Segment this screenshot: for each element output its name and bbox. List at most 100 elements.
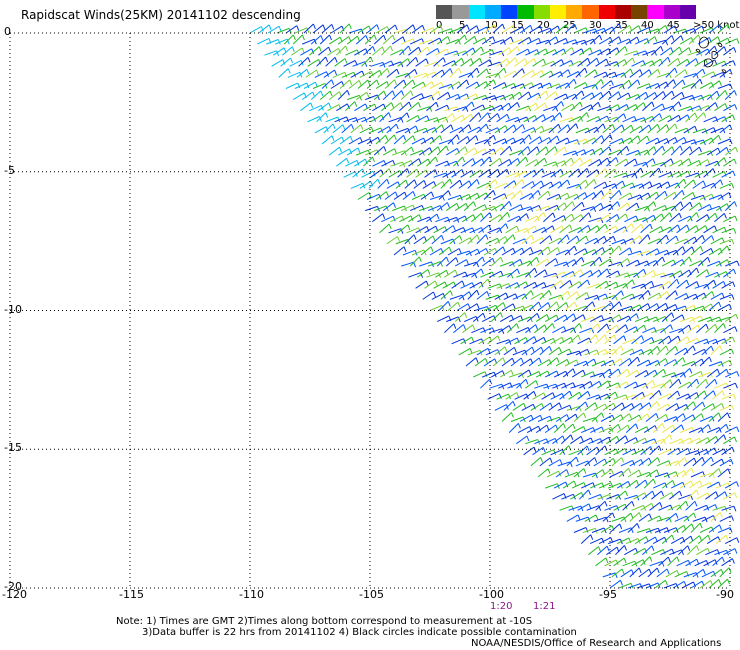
wind-barb [688,34,699,45]
wind-barb [413,236,425,245]
wind-barb [562,368,574,378]
wind-barb [688,202,700,211]
wind-barb [624,381,637,389]
wind-barb [696,547,708,556]
wind-barb [415,58,427,67]
wind-barb [636,583,650,589]
wind-barb-flag [484,37,488,44]
wind-barb [514,116,527,123]
wind-barb [672,28,686,34]
wind-barb-flag [421,205,425,211]
wind-barb-flag [459,28,463,34]
wind-barb-flag [690,480,694,486]
wind-barb-flag [631,223,635,229]
wind-barb-flag [434,280,438,287]
wind-barb [699,415,713,422]
wind-barb [307,116,320,123]
wind-barb [633,50,646,56]
wind-barb [489,328,502,334]
wind-barb-flag [405,179,409,186]
wind-barb-flag [662,256,665,263]
wind-barb [327,104,340,112]
wind-barb [305,69,317,78]
wind-barb [678,215,691,223]
wind-barb-flag [508,339,512,345]
wind-barb [374,205,387,212]
wind-barb-flag [727,578,730,585]
wind-barb-flag [504,346,508,352]
wind-barb-flag [562,423,566,429]
wind-barb [467,126,480,134]
wind-barb [494,404,507,411]
wind-barb [582,417,596,422]
wind-barb [266,39,279,45]
wind-barb-flag [693,457,697,464]
wind-barb [669,212,680,223]
wind-barb [390,49,403,56]
wind-barb-flag [385,135,389,141]
wind-barb [481,315,495,323]
wind-barb-flag [542,447,546,453]
wind-barb [546,193,560,200]
wind-barb [480,105,493,112]
wind-barb [501,25,514,34]
wind-barb [631,167,642,178]
wind-barb-flag [604,445,608,451]
wind-barb-flag [461,58,465,64]
legend-swatch [533,5,550,19]
wind-barb [690,139,704,145]
wind-barb [496,339,510,345]
wind-barb-flag [675,346,679,352]
wind-barb [273,47,285,56]
wind-barb [507,157,519,167]
wind-barb [449,67,460,78]
wind-barb [633,324,645,334]
wind-barb [618,305,632,311]
wind-barb [586,225,598,234]
wind-barb-flag [644,479,648,486]
wind-barb [634,38,648,45]
pass-time: 1:20 [490,601,513,612]
wind-barb [544,36,557,45]
wind-barb-flag [679,145,683,151]
wind-barb [706,368,718,378]
wind-barb-flag [721,390,725,396]
wind-barb [357,79,369,89]
wind-barb [364,34,375,45]
wind-barb [638,513,650,522]
wind-barb-flag [554,146,558,152]
longitude-tick-label: -95 [599,588,617,601]
wind-barb-flag [524,58,528,64]
wind-barb-flag [592,301,596,307]
wind-barb [467,349,481,356]
wind-barb [643,369,656,378]
wind-barb [496,223,507,234]
wind-barb [703,168,714,178]
wind-barb [609,138,623,145]
wind-barb [314,126,327,134]
wind-barb [541,225,553,234]
wind-barb-flag [681,259,685,265]
wind-barb [690,471,704,478]
wind-barb [580,92,593,101]
wind-barb [689,427,702,434]
wind-barb-flag [638,512,642,518]
wind-barb [420,191,432,200]
wind-barb-flag [694,126,698,132]
wind-barb-flag [630,583,634,589]
wind-barb [456,79,468,89]
wind-barb [712,280,724,289]
wind-barb [615,272,628,278]
wind-barb-flag [493,24,497,30]
wind-barb [706,90,718,100]
wind-barb [474,247,487,256]
wind-barb-flag [599,49,603,55]
wind-barb-flag [643,269,647,275]
wind-barb-flag [607,157,610,164]
wind-barb-flag [547,302,551,308]
wind-barb [516,48,529,56]
wind-barb [616,38,630,45]
wind-barb [615,158,627,167]
wind-barb-flag [412,135,416,141]
wind-barb [480,378,491,389]
